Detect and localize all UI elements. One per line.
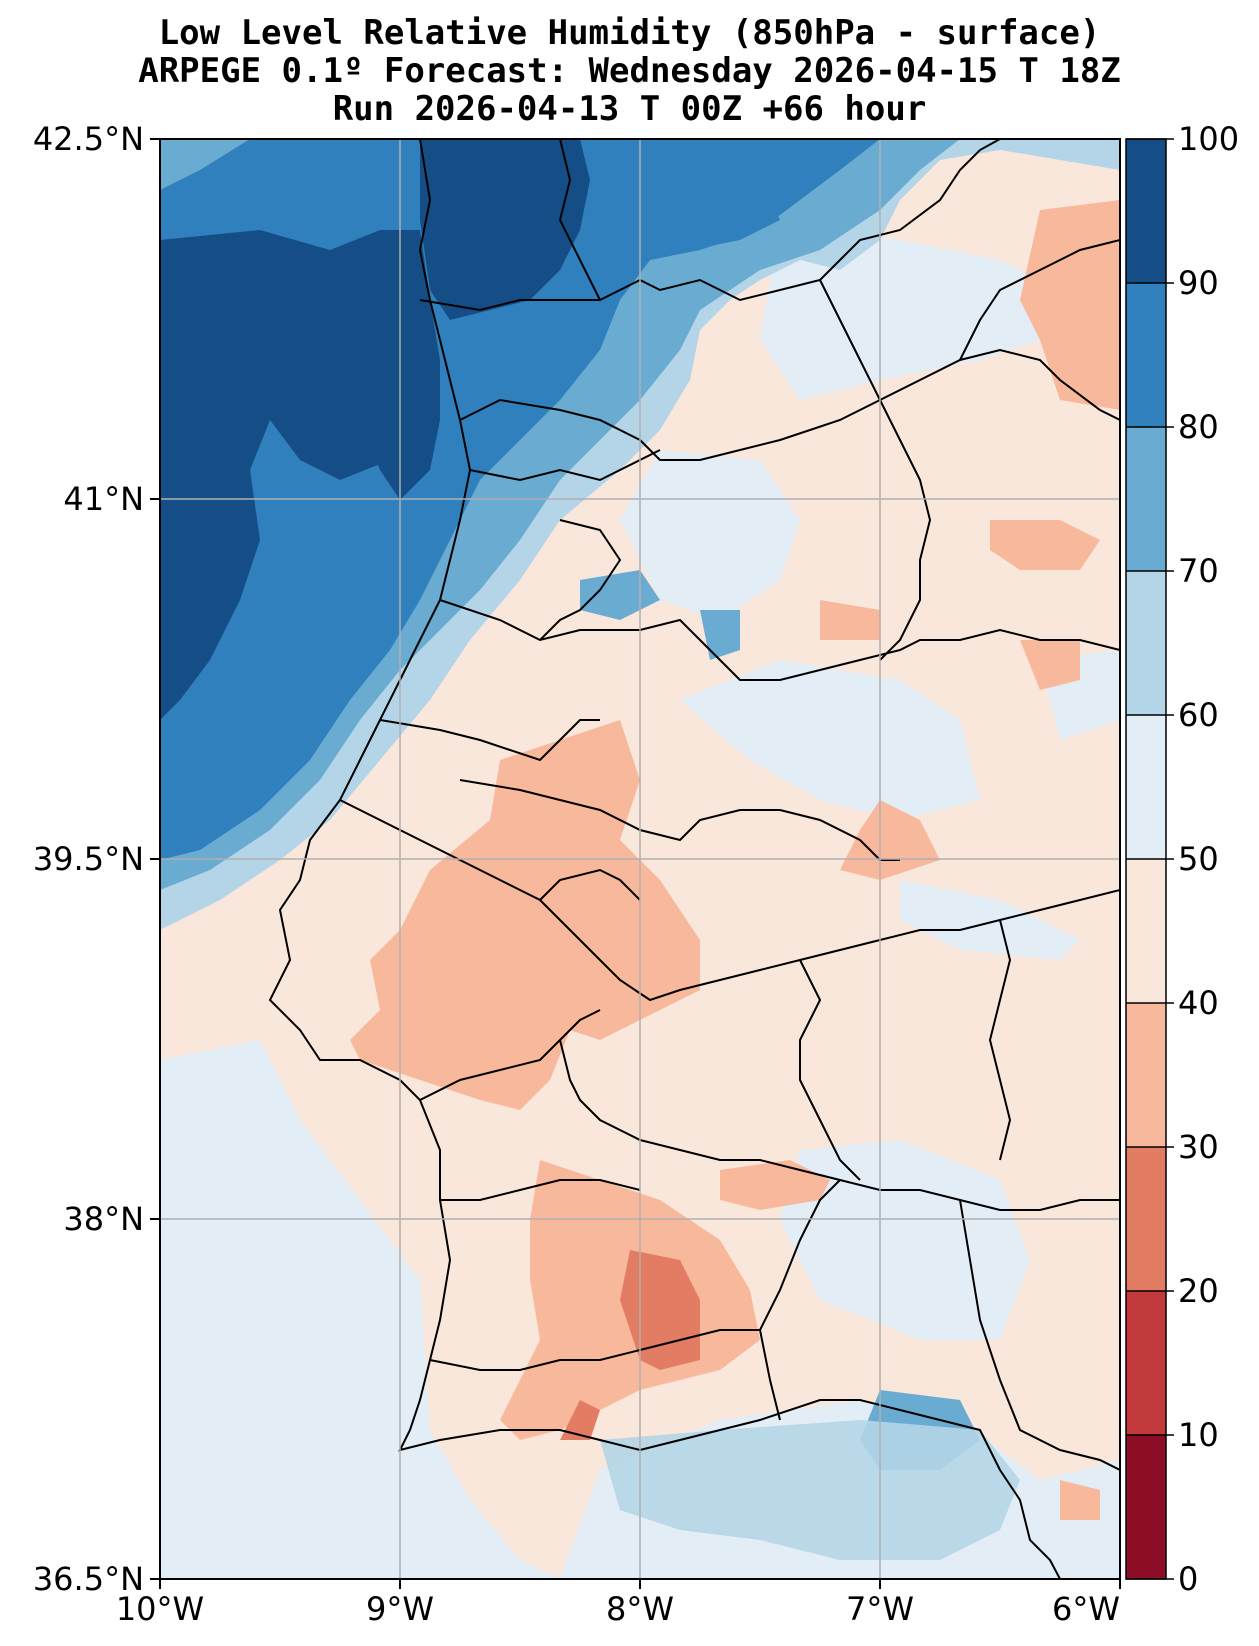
- colorbar-level: [1126, 1147, 1166, 1291]
- title-line-1: Low Level Relative Humidity (850hPa - su…: [158, 13, 1101, 53]
- axis-ticks: [150, 138, 1121, 1589]
- colorbar-tick-label: 80: [1178, 408, 1219, 446]
- colorbar-level: [1126, 715, 1166, 859]
- title-line-2: ARPEGE 0.1º Forecast: Wednesday 2026-04-…: [138, 51, 1121, 91]
- colorbar-tick-label: 20: [1178, 1272, 1219, 1310]
- colorbar-level: [1126, 859, 1166, 1003]
- colorbar-tick-label: 70: [1178, 552, 1219, 590]
- colorbar-level: [1126, 571, 1166, 715]
- lat-label: 38°N: [63, 1200, 144, 1238]
- coastline-and-borders: [268, 139, 1120, 1579]
- lat-label: 42.5°N: [33, 120, 144, 158]
- latitude-labels: 42.5°N 41°N 39.5°N 38°N 36.5°N: [33, 120, 144, 1598]
- gridlines: [160, 139, 1120, 1579]
- colorbar-level: [1126, 1003, 1166, 1147]
- title-line-3: Run 2026-04-13 T 00Z +66 hour: [332, 89, 927, 129]
- lon-label: 8°W: [606, 1590, 674, 1628]
- colorbar-level: [1126, 1435, 1166, 1579]
- colorbar-tick-label: 40: [1178, 984, 1219, 1022]
- colorbar-tick-label: 0: [1178, 1560, 1198, 1598]
- colorbar-level: [1126, 1291, 1166, 1435]
- colorbar-level: [1126, 283, 1166, 427]
- lat-label: 36.5°N: [33, 1560, 144, 1598]
- colorbar: 0 10 20 30 40 50 60 70 80 90 100: [1125, 120, 1239, 1598]
- longitude-labels: 10°W 9°W 8°W 7°W 6°W: [116, 1590, 1120, 1628]
- colorbar-level: [1126, 427, 1166, 571]
- colorbar-level: [1126, 139, 1166, 283]
- colorbar-tick-label: 30: [1178, 1128, 1219, 1166]
- colorbar-tick-label: 60: [1178, 696, 1219, 734]
- colorbar-tick-label: 100: [1178, 120, 1239, 158]
- lon-label: 9°W: [366, 1590, 434, 1628]
- lat-label: 39.5°N: [33, 840, 144, 878]
- colorbar-tick-label: 10: [1178, 1416, 1219, 1454]
- lon-label: 6°W: [1052, 1590, 1120, 1628]
- colorbar-tick-label: 50: [1178, 840, 1219, 878]
- lon-label: 10°W: [116, 1590, 204, 1628]
- colorbar-tick-label: 90: [1178, 264, 1219, 302]
- lat-label: 41°N: [63, 480, 144, 518]
- lon-label: 7°W: [846, 1590, 914, 1628]
